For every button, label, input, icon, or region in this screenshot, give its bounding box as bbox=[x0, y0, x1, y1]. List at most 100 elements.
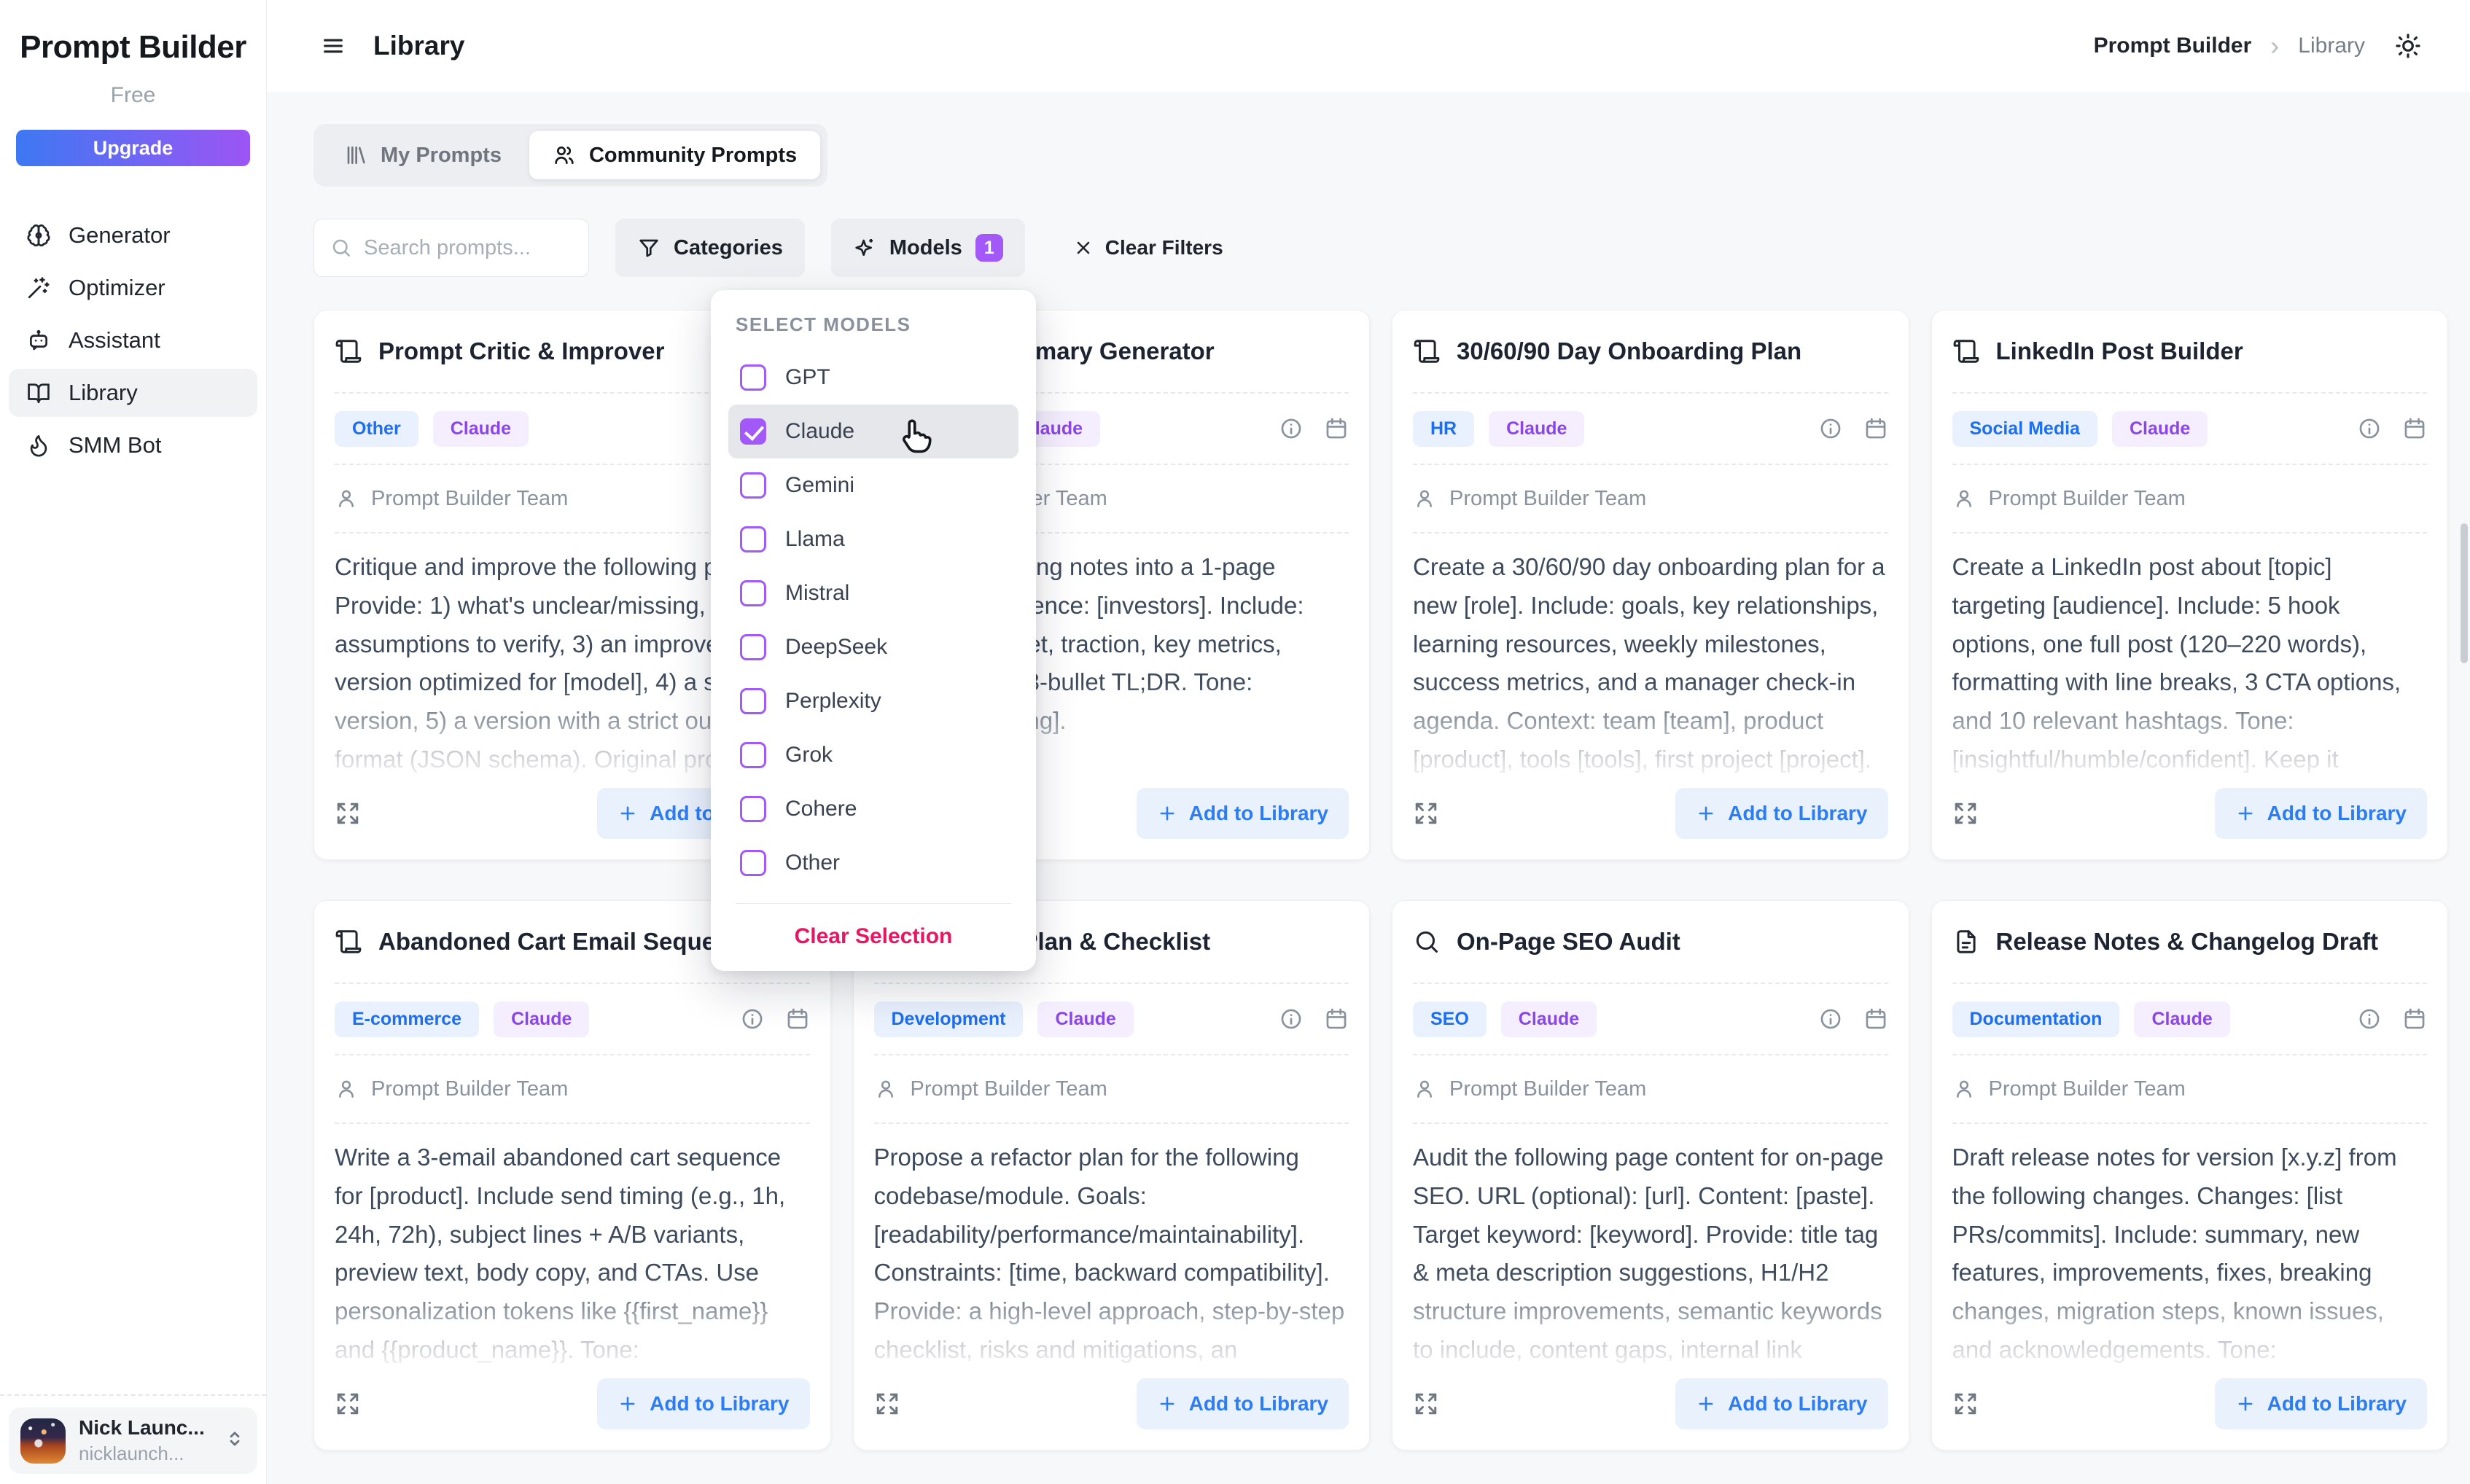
model-option[interactable]: Other bbox=[728, 836, 1018, 890]
model-option[interactable]: Mistral bbox=[728, 566, 1018, 620]
add-to-library-label: Add to Library bbox=[650, 1392, 790, 1415]
category-tag[interactable]: Social Media bbox=[1952, 410, 2097, 447]
calendar-icon[interactable] bbox=[1324, 1007, 1349, 1031]
add-to-library-button[interactable]: Add to Library bbox=[1675, 1378, 1888, 1429]
category-tag[interactable]: Other bbox=[335, 410, 418, 447]
checkbox[interactable] bbox=[740, 688, 766, 714]
calendar-icon[interactable] bbox=[1863, 416, 1888, 441]
calendar-icon[interactable] bbox=[2402, 1007, 2427, 1031]
category-tag[interactable]: Development bbox=[873, 1001, 1024, 1037]
expand-button[interactable] bbox=[1413, 800, 1439, 827]
card-tag-icons bbox=[2357, 416, 2427, 441]
info-icon[interactable] bbox=[2357, 416, 2382, 441]
add-to-library-label: Add to Library bbox=[1188, 1392, 1328, 1415]
clear-filters-button[interactable]: Clear Filters bbox=[1073, 236, 1223, 259]
category-tag[interactable]: SEO bbox=[1413, 1001, 1487, 1037]
search-input[interactable] bbox=[364, 235, 572, 260]
model-option[interactable]: Cohere bbox=[728, 782, 1018, 836]
info-icon[interactable] bbox=[1818, 1007, 1843, 1031]
model-option[interactable]: Claude bbox=[728, 405, 1018, 458]
divider bbox=[1413, 1122, 1888, 1124]
card-tags: E-commerce Claude bbox=[335, 984, 810, 1054]
card-header: On-Page SEO Audit bbox=[1413, 901, 1888, 983]
checkbox[interactable] bbox=[740, 526, 766, 552]
user-profile-button[interactable]: Nick Launc... nicklaunch... bbox=[9, 1407, 257, 1474]
categories-filter-button[interactable]: Categories bbox=[615, 219, 805, 277]
model-option[interactable]: GPT bbox=[728, 351, 1018, 405]
model-tag[interactable]: Claude bbox=[2111, 410, 2208, 447]
category-tag[interactable]: E-commerce bbox=[335, 1001, 480, 1037]
models-filter-button[interactable]: Models 1 bbox=[830, 219, 1025, 277]
model-tag[interactable]: Claude bbox=[432, 410, 529, 447]
divider bbox=[873, 392, 1349, 394]
expand-button[interactable] bbox=[335, 800, 361, 827]
card-author: Prompt Builder Team bbox=[335, 1055, 810, 1122]
expand-button[interactable] bbox=[1952, 800, 1979, 827]
expand-button[interactable] bbox=[335, 1391, 361, 1417]
flame-icon bbox=[26, 433, 51, 458]
sidebar-item-label: Optimizer bbox=[69, 275, 165, 300]
checkbox[interactable] bbox=[740, 418, 766, 445]
info-icon[interactable] bbox=[740, 1007, 765, 1031]
expand-button[interactable] bbox=[1413, 1391, 1439, 1417]
sidebar-nav-item[interactable]: Optimizer bbox=[9, 264, 257, 312]
sparkles-icon bbox=[853, 236, 876, 259]
card-header: Abandoned Cart Email Sequence bbox=[335, 901, 810, 983]
add-to-library-button[interactable]: Add to Library bbox=[597, 1378, 810, 1429]
plus-icon bbox=[2235, 803, 2256, 824]
model-option[interactable]: Llama bbox=[728, 512, 1018, 566]
checkbox[interactable] bbox=[740, 634, 766, 660]
checkbox[interactable] bbox=[740, 472, 766, 499]
card-tags: Social Media Claude bbox=[1952, 394, 2428, 464]
library-tabs: My Prompts Community Prompts bbox=[313, 124, 828, 187]
theme-toggle-button[interactable] bbox=[2394, 32, 2422, 60]
calendar-icon[interactable] bbox=[785, 1007, 810, 1031]
info-icon[interactable] bbox=[2357, 1007, 2382, 1031]
menu-toggle-button[interactable] bbox=[321, 34, 346, 58]
add-to-library-button[interactable]: Add to Library bbox=[2214, 788, 2427, 839]
search-icon bbox=[1413, 928, 1441, 956]
info-icon[interactable] bbox=[1279, 416, 1304, 441]
clear-selection-button[interactable]: Clear Selection bbox=[728, 904, 1018, 958]
plus-icon bbox=[618, 1394, 638, 1414]
model-option[interactable]: DeepSeek bbox=[728, 620, 1018, 674]
checkbox[interactable] bbox=[740, 796, 766, 822]
calendar-icon[interactable] bbox=[1863, 1007, 1888, 1031]
library-tab[interactable]: Community Prompts bbox=[529, 131, 821, 179]
expand-button[interactable] bbox=[1952, 1391, 1979, 1417]
add-to-library-button[interactable]: Add to Library bbox=[1675, 788, 1888, 839]
prompt-card: LinkedIn Post Builder Social Media Claud… bbox=[1931, 310, 2448, 860]
add-to-library-button[interactable]: Add to Library bbox=[2214, 1378, 2427, 1429]
model-option[interactable]: Gemini bbox=[728, 458, 1018, 512]
model-tag[interactable]: Claude bbox=[1489, 410, 1585, 447]
info-icon[interactable] bbox=[1818, 416, 1843, 441]
library-tab[interactable]: My Prompts bbox=[321, 131, 525, 179]
sidebar-nav-item[interactable]: SMM Bot bbox=[9, 421, 257, 469]
category-tag[interactable]: HR bbox=[1413, 410, 1475, 447]
calendar-icon[interactable] bbox=[1324, 416, 1349, 441]
model-option[interactable]: Perplexity bbox=[728, 674, 1018, 728]
model-tag[interactable]: Claude bbox=[2134, 1001, 2230, 1037]
breadcrumb-parent[interactable]: Prompt Builder bbox=[2093, 34, 2252, 58]
upgrade-button[interactable]: Upgrade bbox=[16, 130, 250, 166]
model-tag[interactable]: Claude bbox=[1500, 1001, 1597, 1037]
model-tag[interactable]: Claude bbox=[494, 1001, 590, 1037]
category-tag[interactable]: Documentation bbox=[1952, 1001, 2120, 1037]
sidebar-nav-item[interactable]: Library bbox=[9, 369, 257, 417]
add-to-library-button[interactable]: Add to Library bbox=[1136, 788, 1349, 839]
checkbox[interactable] bbox=[740, 850, 766, 876]
expand-button[interactable] bbox=[874, 1391, 900, 1417]
page-scrollbar-thumb[interactable] bbox=[2461, 523, 2468, 663]
checkbox[interactable] bbox=[740, 742, 766, 768]
calendar-icon[interactable] bbox=[2402, 416, 2427, 441]
checkbox[interactable] bbox=[740, 364, 766, 391]
checkbox[interactable] bbox=[740, 580, 766, 606]
sidebar-nav-item[interactable]: Assistant bbox=[9, 316, 257, 364]
sidebar-nav-item[interactable]: Generator bbox=[9, 211, 257, 259]
add-to-library-button[interactable]: Add to Library bbox=[1136, 1378, 1349, 1429]
info-icon[interactable] bbox=[1279, 1007, 1304, 1031]
model-tag[interactable]: Claude bbox=[1037, 1001, 1134, 1037]
divider bbox=[1413, 392, 1888, 394]
divider bbox=[335, 532, 810, 534]
model-option[interactable]: Grok bbox=[728, 728, 1018, 782]
